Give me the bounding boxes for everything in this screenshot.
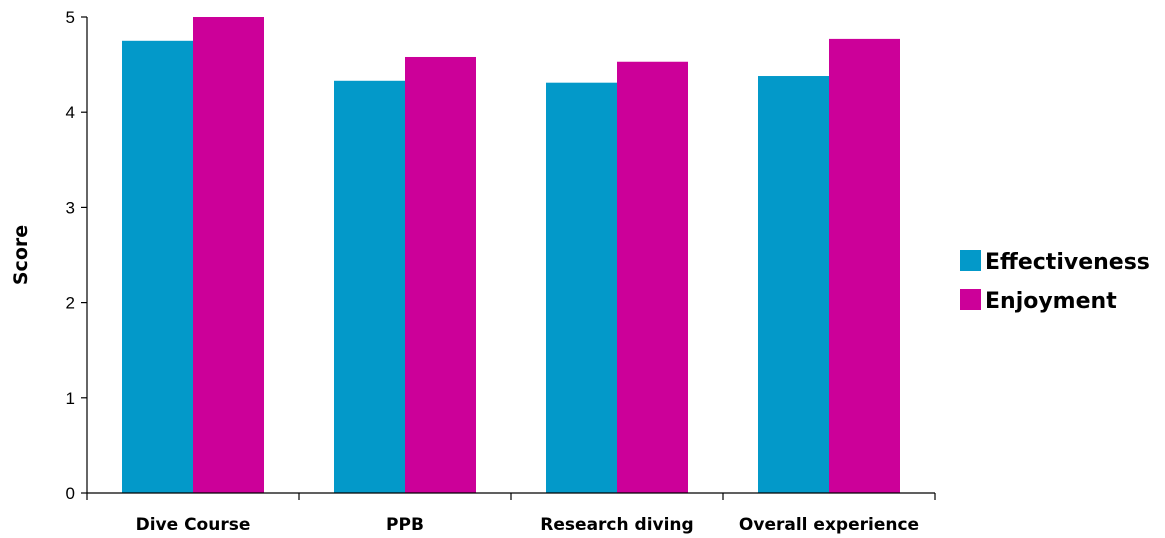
bar-enjoyment-dive-course <box>193 17 264 493</box>
y-tick-label: 3 <box>66 198 75 217</box>
bar-enjoyment-research-diving <box>617 61 688 494</box>
legend: Effectiveness Enjoyment <box>960 250 1150 314</box>
x-tick-label-research-diving: Research diving <box>540 515 693 535</box>
x-tick-label-overall-experience: Overall experience <box>739 515 919 535</box>
y-ticks-group: 0 1 2 3 4 5 <box>66 8 87 503</box>
bar-effectiveness-dive-course <box>122 40 193 494</box>
y-tick-label: 4 <box>66 103 75 122</box>
y-tick-label: 0 <box>66 484 75 503</box>
legend-swatch-enjoyment <box>960 289 981 310</box>
bar-enjoyment-overall-experience <box>829 38 900 494</box>
y-tick-label: 2 <box>66 294 75 313</box>
bar-effectiveness-research-diving <box>546 82 617 494</box>
bar-effectiveness-overall-experience <box>758 76 829 494</box>
legend-label-effectiveness: Effectiveness <box>985 250 1150 275</box>
bars-group <box>122 17 900 494</box>
bar-effectiveness-ppb <box>334 80 405 493</box>
y-tick-label: 5 <box>66 8 75 27</box>
x-ticks-group: Dive Course PPB Research diving Overall exp… <box>86 493 936 535</box>
legend-swatch-effectiveness <box>960 250 981 271</box>
y-tick-label: 1 <box>66 389 75 408</box>
x-tick-label-dive-course: Dive Course <box>136 515 251 535</box>
bar-enjoyment-ppb <box>405 56 476 493</box>
y-axis-label: Score <box>10 225 32 285</box>
x-tick-label-ppb: PPB <box>386 515 424 535</box>
legend-label-enjoyment: Enjoyment <box>985 289 1117 314</box>
